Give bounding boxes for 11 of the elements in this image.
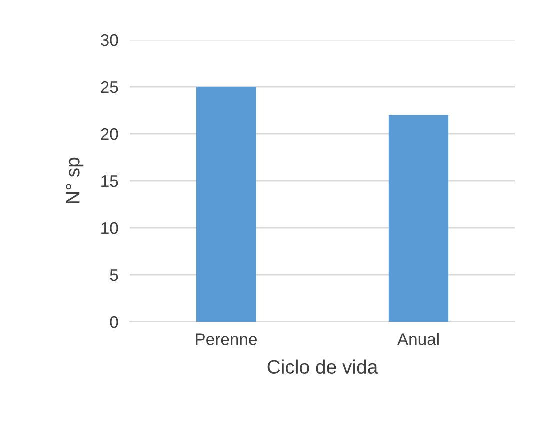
y-tick-label: 15 <box>102 176 118 188</box>
x-axis-title: Ciclo de vida <box>268 360 378 374</box>
x-tick-label: Perenne <box>196 334 258 346</box>
y-axis-title: N° sp <box>66 158 84 204</box>
y-tick-label: 10 <box>102 222 118 234</box>
x-tick-label: Anual <box>397 333 439 346</box>
y-tick-label: 20 <box>101 128 118 140</box>
y-tick-label: 25 <box>101 81 118 94</box>
y-tick-label: 0 <box>110 316 118 328</box>
y-tick-label: 30 <box>100 34 118 46</box>
y-tick-label: 5 <box>110 270 118 282</box>
